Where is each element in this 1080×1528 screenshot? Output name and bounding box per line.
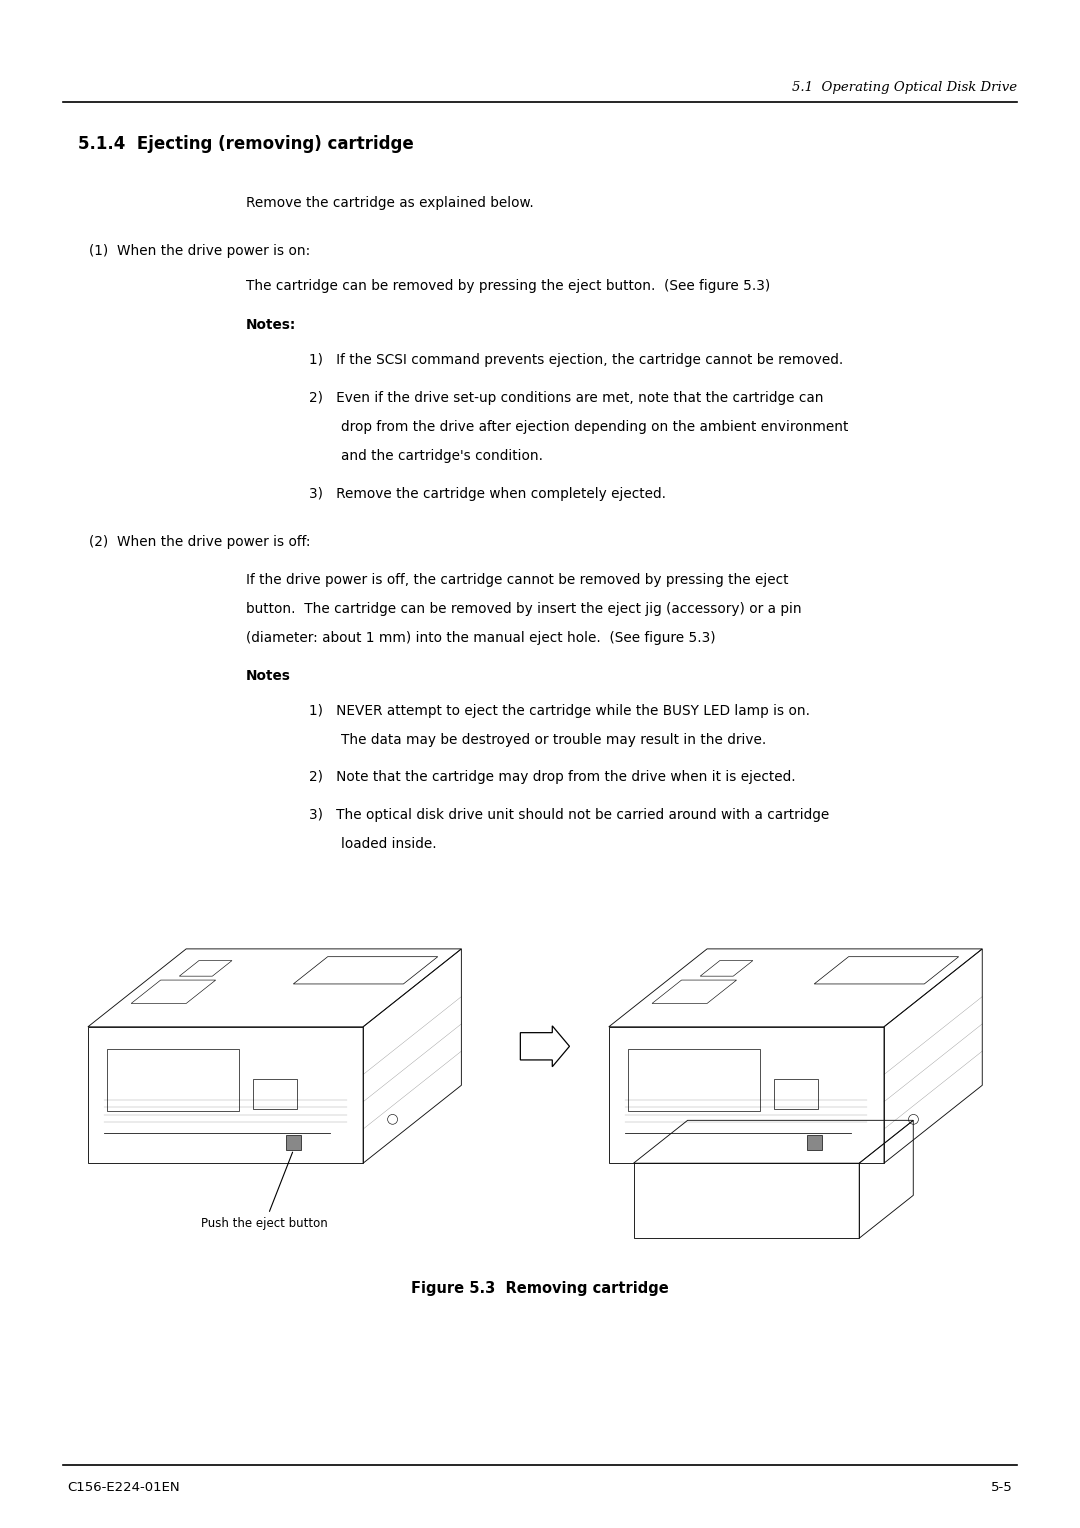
Text: 3)   The optical disk drive unit should not be carried around with a cartridge: 3) The optical disk drive unit should no… bbox=[309, 808, 829, 822]
Text: 1)   If the SCSI command prevents ejection, the cartridge cannot be removed.: 1) If the SCSI command prevents ejection… bbox=[309, 353, 843, 367]
Text: 5.1  Operating Optical Disk Drive: 5.1 Operating Optical Disk Drive bbox=[793, 81, 1017, 93]
Bar bbox=[107, 1048, 240, 1111]
Text: 2)   Even if the drive set-up conditions are met, note that the cartridge can: 2) Even if the drive set-up conditions a… bbox=[309, 391, 823, 405]
Text: 2)   Note that the cartridge may drop from the drive when it is ejected.: 2) Note that the cartridge may drop from… bbox=[309, 770, 796, 784]
Text: Notes: Notes bbox=[246, 669, 292, 683]
Bar bbox=[629, 1048, 760, 1111]
Text: 5-5: 5-5 bbox=[991, 1481, 1013, 1494]
Text: Remove the cartridge as explained below.: Remove the cartridge as explained below. bbox=[246, 196, 534, 209]
Text: 5.1.4  Ejecting (removing) cartridge: 5.1.4 Ejecting (removing) cartridge bbox=[78, 134, 414, 153]
Text: The cartridge can be removed by pressing the eject button.  (See figure 5.3): The cartridge can be removed by pressing… bbox=[246, 280, 770, 293]
Text: (diameter: about 1 mm) into the manual eject hole.  (See figure 5.3): (diameter: about 1 mm) into the manual e… bbox=[246, 631, 716, 645]
Text: loaded inside.: loaded inside. bbox=[341, 837, 437, 851]
Text: If the drive power is off, the cartridge cannot be removed by pressing the eject: If the drive power is off, the cartridge… bbox=[246, 573, 788, 587]
Text: Notes:: Notes: bbox=[246, 318, 297, 332]
Text: 3)   Remove the cartridge when completely ejected.: 3) Remove the cartridge when completely … bbox=[309, 487, 666, 501]
Text: (1)  When the drive power is on:: (1) When the drive power is on: bbox=[89, 244, 310, 258]
Bar bbox=[253, 1079, 297, 1109]
Text: (2)  When the drive power is off:: (2) When the drive power is off: bbox=[89, 535, 310, 549]
Text: button.  The cartridge can be removed by insert the eject jig (accessory) or a p: button. The cartridge can be removed by … bbox=[246, 602, 801, 616]
Text: 1)   NEVER attempt to eject the cartridge while the BUSY LED lamp is on.: 1) NEVER attempt to eject the cartridge … bbox=[309, 704, 810, 718]
Bar bbox=[286, 1135, 301, 1149]
Text: Figure 5.3  Removing cartridge: Figure 5.3 Removing cartridge bbox=[411, 1280, 669, 1296]
Bar bbox=[774, 1079, 818, 1109]
Text: Push the eject button: Push the eject button bbox=[202, 1152, 328, 1230]
Bar bbox=[807, 1135, 822, 1149]
Text: and the cartridge's condition.: and the cartridge's condition. bbox=[341, 449, 543, 463]
Text: The data may be destroyed or trouble may result in the drive.: The data may be destroyed or trouble may… bbox=[341, 733, 767, 747]
Text: drop from the drive after ejection depending on the ambient environment: drop from the drive after ejection depen… bbox=[341, 420, 849, 434]
Text: C156-E224-01EN: C156-E224-01EN bbox=[67, 1481, 179, 1494]
